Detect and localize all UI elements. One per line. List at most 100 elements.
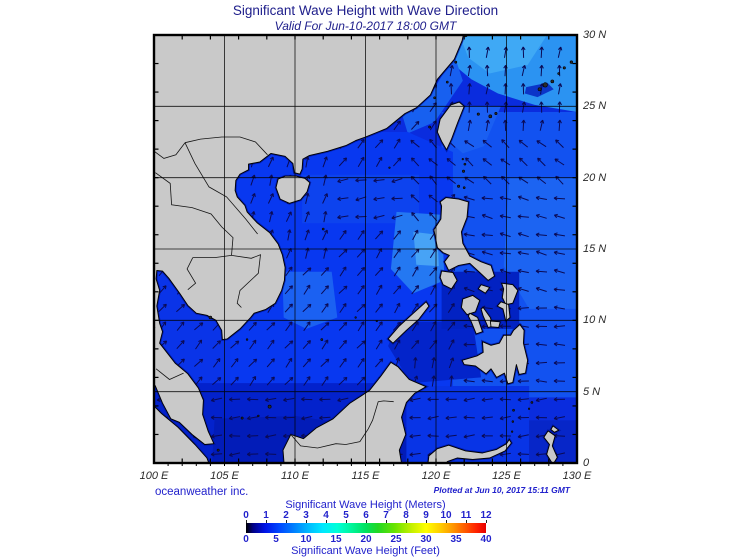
feet-tick-label: 35	[450, 534, 462, 545]
island	[557, 72, 560, 75]
sea-patch-celebes	[406, 386, 530, 463]
colorbar-tick	[426, 520, 427, 523]
island	[463, 162, 467, 166]
lon-label: 120 E	[421, 470, 451, 482]
land-sulawesi	[427, 439, 512, 463]
island	[562, 66, 566, 70]
island	[257, 414, 260, 418]
lat-label: 20 N	[583, 171, 607, 184]
country-border	[290, 400, 394, 449]
page-title: Significant Wave Height with Wave Direct…	[232, 3, 499, 18]
lon-label: 130 E	[562, 470, 592, 482]
country-border	[231, 254, 261, 308]
land-halmahera	[543, 430, 558, 463]
lon-label: 110 E	[281, 470, 309, 482]
island	[511, 430, 514, 433]
island	[216, 448, 220, 452]
map-frame-border	[152, 33, 579, 465]
meters-tick-label: 3	[303, 510, 309, 521]
country-border	[184, 136, 268, 156]
lat-label: 5 N	[583, 385, 601, 398]
colorbar-tick	[366, 520, 367, 523]
meters-tick-label: 6	[363, 510, 369, 521]
island	[512, 408, 515, 412]
island	[457, 184, 461, 188]
sea-patch-phil-sea-light	[503, 177, 577, 309]
feet-tick-label: 10	[300, 534, 312, 545]
lat-label: 15 N	[583, 243, 607, 255]
colorbar-tick	[326, 520, 327, 523]
island	[320, 338, 324, 341]
meters-tick-label: 4	[323, 510, 329, 521]
country-border	[154, 142, 186, 159]
feet-tick-label: 25	[390, 534, 402, 545]
island	[542, 82, 548, 88]
meters-tick-label: 9	[423, 510, 429, 521]
meters-tick-label: 2	[283, 510, 289, 521]
legend-title-feet: Significant Wave Height (Feet)	[291, 545, 440, 557]
island	[208, 315, 213, 320]
colorbar-tick	[386, 520, 387, 523]
colorbar-tick	[266, 520, 267, 523]
island	[267, 404, 272, 409]
colorbar-tick	[466, 520, 467, 523]
lat-label: 25 N	[583, 100, 607, 113]
lat-label: 10 N	[583, 314, 607, 327]
country-border	[192, 255, 232, 258]
lat-label: 0	[583, 457, 590, 469]
island	[527, 407, 531, 410]
sea-patch-vn-offshore-light	[282, 271, 338, 329]
island	[462, 186, 466, 189]
country-border	[155, 172, 234, 256]
colorbar-tick	[446, 520, 447, 523]
land-mindanao	[461, 324, 529, 385]
island	[511, 420, 515, 423]
meters-tick-label: 5	[343, 510, 349, 521]
lon-label: 125 E	[492, 470, 521, 482]
island	[321, 227, 325, 231]
land-negros	[467, 312, 483, 335]
lat-label: 30 N	[583, 29, 607, 41]
feet-tick-label: 15	[330, 534, 342, 545]
colorbar-tick	[486, 520, 487, 523]
credit-text: oceanweather inc.	[155, 486, 249, 498]
colorbar-tick	[306, 520, 307, 523]
colorbar-tick	[246, 520, 247, 523]
colorbar-tick	[286, 520, 287, 523]
land-samar	[501, 282, 519, 306]
meters-tick-label: 1	[263, 510, 269, 521]
island	[550, 79, 555, 84]
island	[433, 96, 436, 100]
plotted-timestamp: Plotted at Jun 10, 2017 15:11 GMT	[433, 485, 570, 495]
land-borneo	[282, 361, 427, 463]
lon-label: 105 E	[210, 470, 239, 482]
island	[461, 169, 465, 173]
meters-tick-label: 12	[480, 510, 492, 521]
island	[454, 60, 458, 64]
island	[494, 111, 498, 115]
sea-patch-sulu-dark	[388, 321, 482, 384]
land-luzon	[433, 197, 495, 281]
meters-tick-label: 7	[383, 510, 389, 521]
header: Significant Wave Height with Wave Direct…	[154, 3, 577, 33]
country-border	[155, 368, 184, 380]
meters-tick-label: 0	[243, 510, 249, 521]
sea-patch-china-coastal	[402, 55, 463, 134]
land-panay	[460, 294, 481, 316]
island	[245, 338, 249, 341]
feet-tick-label: 20	[360, 534, 372, 545]
land-mindoro	[439, 270, 458, 290]
feet-tick-label: 5	[273, 534, 279, 545]
feet-tick-label: 40	[480, 534, 492, 545]
meters-tick-label: 8	[403, 510, 409, 521]
sea-patch-east-taiwan-light	[451, 106, 501, 154]
colorbar-tick	[406, 520, 407, 523]
legend-title-meters: Significant Wave Height (Meters)	[285, 499, 446, 511]
page-subtitle: Valid For Jun-10-2017 18:00 GMT	[274, 19, 457, 33]
meters-tick-label: 10	[440, 510, 452, 521]
graticule	[154, 35, 577, 463]
land-sumatra	[154, 405, 210, 463]
lon-label: 115 E	[351, 470, 380, 482]
island	[388, 166, 391, 169]
